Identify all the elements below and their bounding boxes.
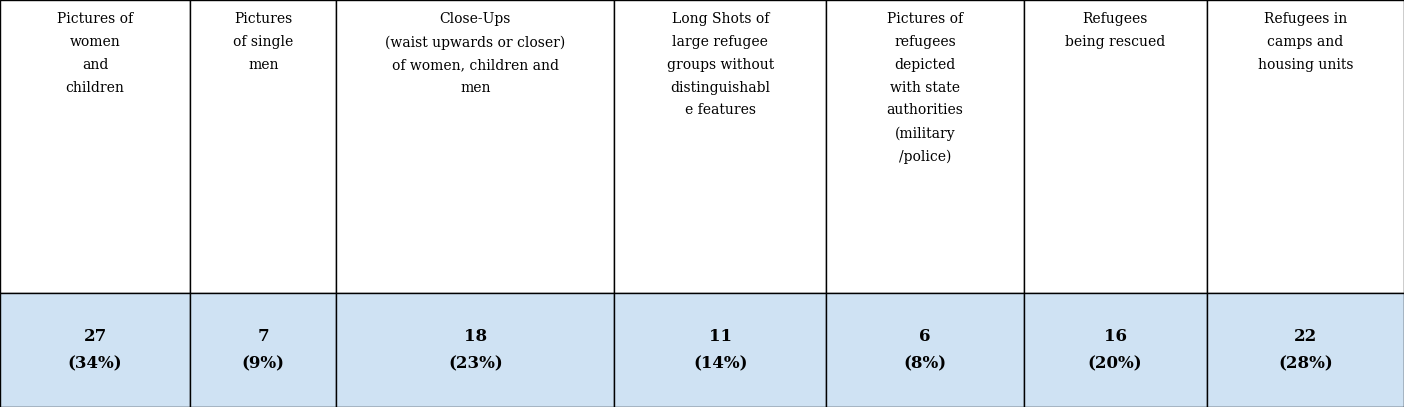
- Text: 27
(34%): 27 (34%): [67, 328, 122, 372]
- Text: Pictures
of single
men: Pictures of single men: [233, 12, 293, 72]
- Text: 6
(8%): 6 (8%): [903, 328, 946, 372]
- Bar: [0, 0, 190, 293]
- Text: Refugees in
camps and
housing units: Refugees in camps and housing units: [1258, 12, 1353, 72]
- Bar: [827, 0, 1024, 293]
- Text: Pictures of
women
and
children: Pictures of women and children: [58, 12, 133, 94]
- Bar: [1024, 0, 1206, 293]
- Bar: [615, 293, 827, 407]
- Text: Refugees
being rescued: Refugees being rescued: [1066, 12, 1165, 49]
- Bar: [1206, 0, 1404, 293]
- Bar: [190, 0, 337, 293]
- Bar: [0, 293, 190, 407]
- Text: 18
(23%): 18 (23%): [448, 328, 503, 372]
- Text: 11
(14%): 11 (14%): [694, 328, 747, 372]
- Bar: [1024, 293, 1206, 407]
- Bar: [1206, 293, 1404, 407]
- Bar: [337, 293, 615, 407]
- Bar: [337, 0, 615, 293]
- Text: Pictures of
refugees
depicted
with state
authorities
(military
/police): Pictures of refugees depicted with state…: [886, 12, 963, 164]
- Text: 16
(20%): 16 (20%): [1088, 328, 1143, 372]
- Text: Close-Ups
(waist upwards or closer)
of women, children and
men: Close-Ups (waist upwards or closer) of w…: [385, 12, 566, 95]
- Text: Long Shots of
large refugee
groups without
distinguishabl
e features: Long Shots of large refugee groups witho…: [667, 12, 774, 117]
- Text: 22
(28%): 22 (28%): [1278, 328, 1332, 372]
- Text: 7
(9%): 7 (9%): [241, 328, 285, 372]
- Bar: [615, 0, 827, 293]
- Bar: [827, 293, 1024, 407]
- Bar: [190, 293, 337, 407]
